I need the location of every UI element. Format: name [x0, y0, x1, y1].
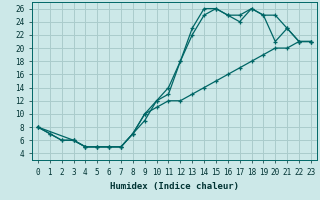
- X-axis label: Humidex (Indice chaleur): Humidex (Indice chaleur): [110, 182, 239, 191]
